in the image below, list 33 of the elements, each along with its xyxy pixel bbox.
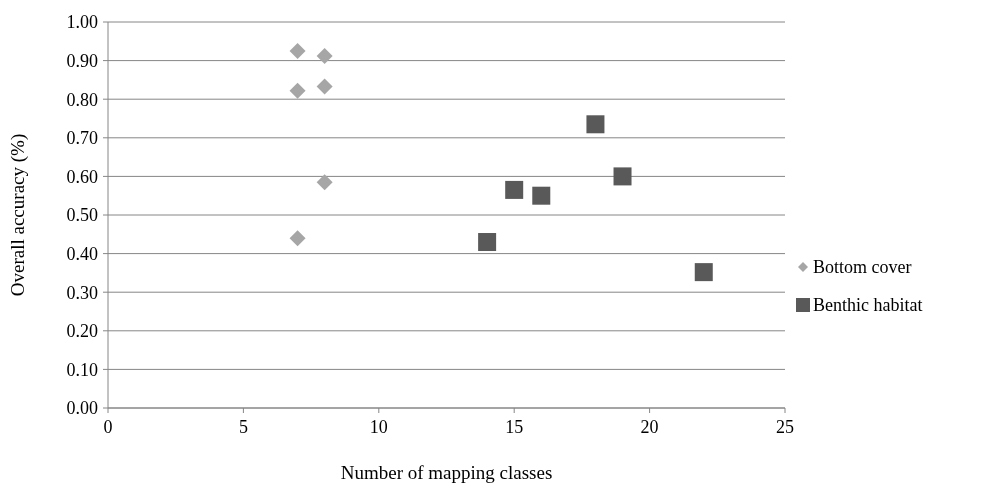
x-tick-label: 5	[238, 417, 248, 437]
y-tick-label: 0.50	[66, 205, 98, 226]
point	[532, 186, 551, 205]
y-axis-title: Overall accuracy (%)	[7, 133, 29, 297]
y-tick-label: 0.60	[66, 166, 98, 187]
point	[289, 82, 306, 99]
point	[316, 174, 333, 191]
x-tick-label: 15	[505, 417, 524, 437]
y-tick-label: 1.00	[66, 12, 98, 33]
y-tick-label: 0.40	[66, 243, 98, 264]
x-tick-label: 10	[369, 417, 388, 437]
legend-label: Bottom cover	[813, 257, 912, 278]
x-tick-label: 25	[776, 417, 794, 437]
y-tick-label: 0.30	[66, 282, 98, 303]
y-tick-label: 0.00	[66, 398, 98, 419]
y-tick-label: 0.20	[66, 321, 98, 342]
y-tick-label: 0.10	[66, 359, 98, 380]
point	[289, 42, 306, 59]
point	[505, 180, 524, 199]
y-tick-label: 0.80	[66, 89, 98, 110]
point	[586, 115, 605, 134]
point	[478, 233, 497, 252]
legend-label: Benthic habitat	[813, 295, 923, 316]
x-tick-label: 0	[103, 417, 113, 437]
point	[316, 47, 333, 64]
y-tick-label: 0.70	[66, 128, 98, 149]
y-tick-label: 0.90	[66, 50, 98, 71]
point	[613, 167, 632, 186]
x-axis-title: Number of mapping classes	[340, 462, 553, 483]
point	[289, 230, 306, 247]
point	[694, 263, 713, 282]
x-tick-label: 20	[640, 417, 659, 437]
point	[316, 78, 333, 95]
